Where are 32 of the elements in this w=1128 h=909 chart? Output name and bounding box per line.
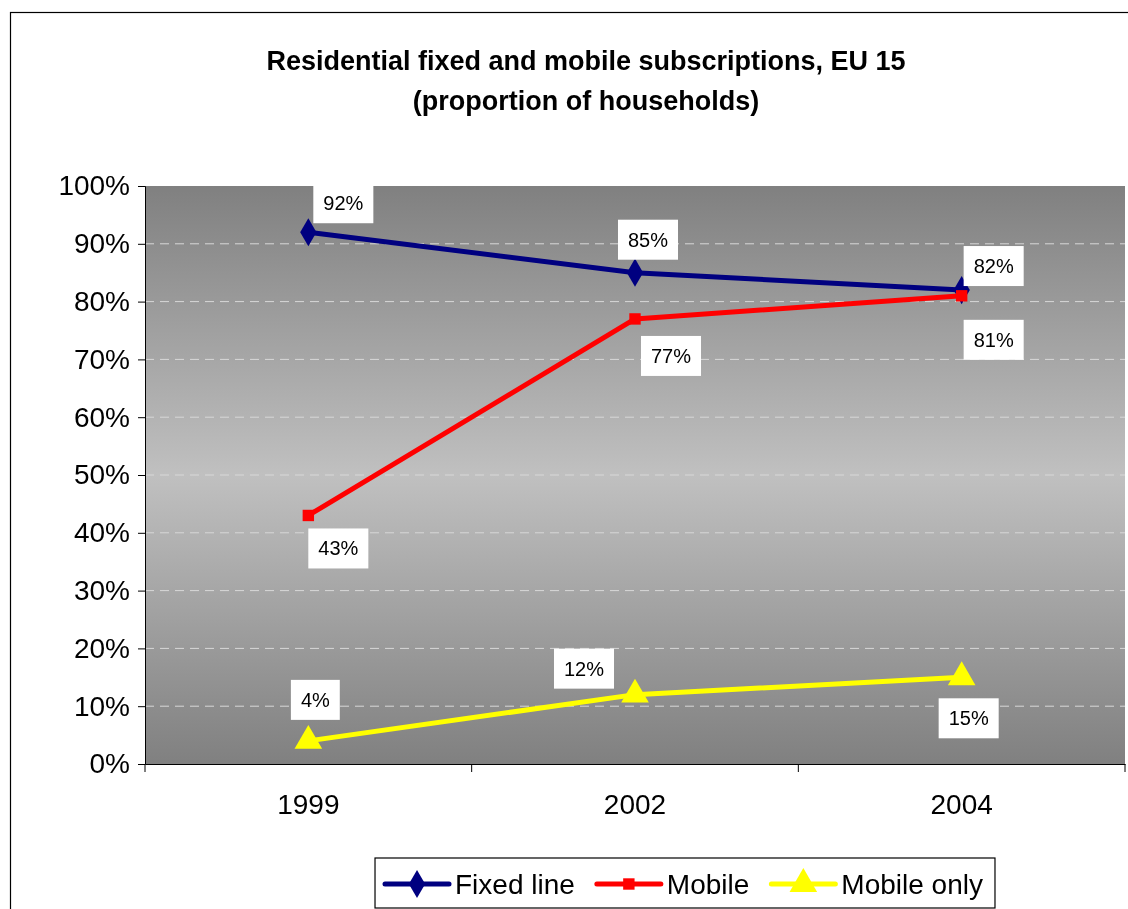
data-label: 92% <box>323 192 364 215</box>
data-label: 85% <box>627 228 669 251</box>
x-tick-label: 2004 <box>930 788 993 820</box>
data-label: 12% <box>563 657 605 680</box>
data-label: 43% <box>318 537 359 560</box>
data-label: 4% <box>300 688 330 711</box>
y-tick-label: 50% <box>73 459 130 491</box>
point <box>629 313 641 325</box>
chart-subtitle: (proportion of households) <box>412 86 760 116</box>
y-tick-label: 90% <box>73 228 130 260</box>
y-tick-label: 80% <box>73 286 130 318</box>
point <box>294 724 323 749</box>
y-tick-label: 10% <box>73 690 130 722</box>
data-label: 15% <box>948 707 989 730</box>
point <box>947 661 976 686</box>
y-tick-label: 20% <box>73 632 130 664</box>
legend-label: Mobile only <box>841 869 983 900</box>
y-tick-label: 100% <box>58 170 130 202</box>
point <box>621 678 649 703</box>
y-tick-label: 30% <box>73 575 130 607</box>
y-tick-label: 60% <box>73 401 130 433</box>
data-label: 81% <box>973 328 1014 351</box>
legend-label: Fixed line <box>455 869 575 900</box>
data-label: 77% <box>650 344 692 367</box>
chart-title: Residential fixed and mobile subscriptions, EU 15 <box>266 46 906 76</box>
x-tick-label: 2002 <box>603 788 667 820</box>
legend-label: Mobile <box>666 869 750 900</box>
y-tick-label: 0% <box>89 748 130 780</box>
y-tick-label: 40% <box>73 517 130 549</box>
x-tick-label: 1999 <box>277 788 340 820</box>
data-label: 82% <box>973 255 1014 278</box>
y-tick-label: 70% <box>73 343 130 375</box>
